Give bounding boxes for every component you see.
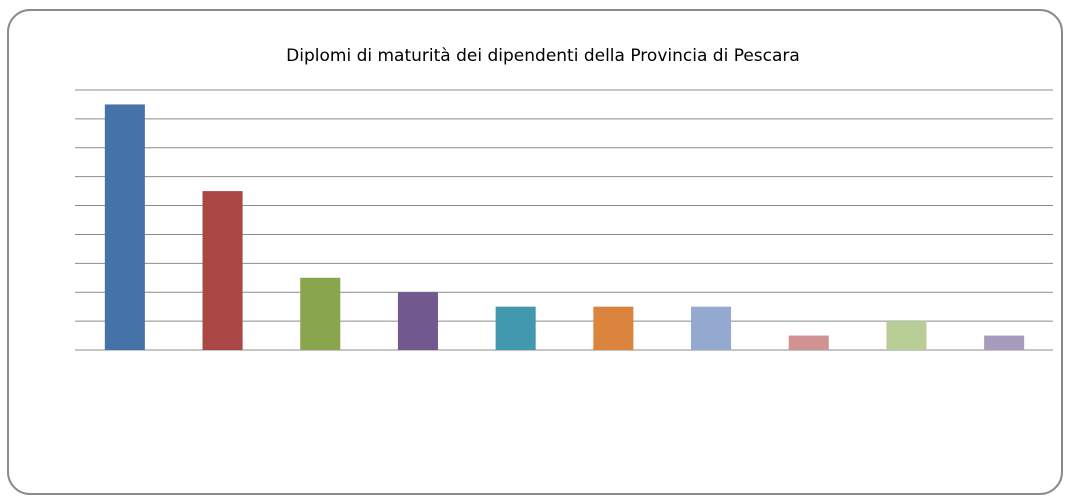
chart-frame xyxy=(7,9,1063,495)
bar xyxy=(984,335,1025,350)
bar xyxy=(300,277,341,350)
bar xyxy=(397,292,438,350)
bar xyxy=(104,104,145,350)
bar xyxy=(202,191,243,350)
bar xyxy=(495,306,536,350)
chart-title: Diplomi di maturità dei dipendenti della… xyxy=(286,46,800,66)
bar xyxy=(593,306,634,350)
bar xyxy=(788,335,829,350)
bar xyxy=(886,321,927,350)
bar xyxy=(691,306,732,350)
